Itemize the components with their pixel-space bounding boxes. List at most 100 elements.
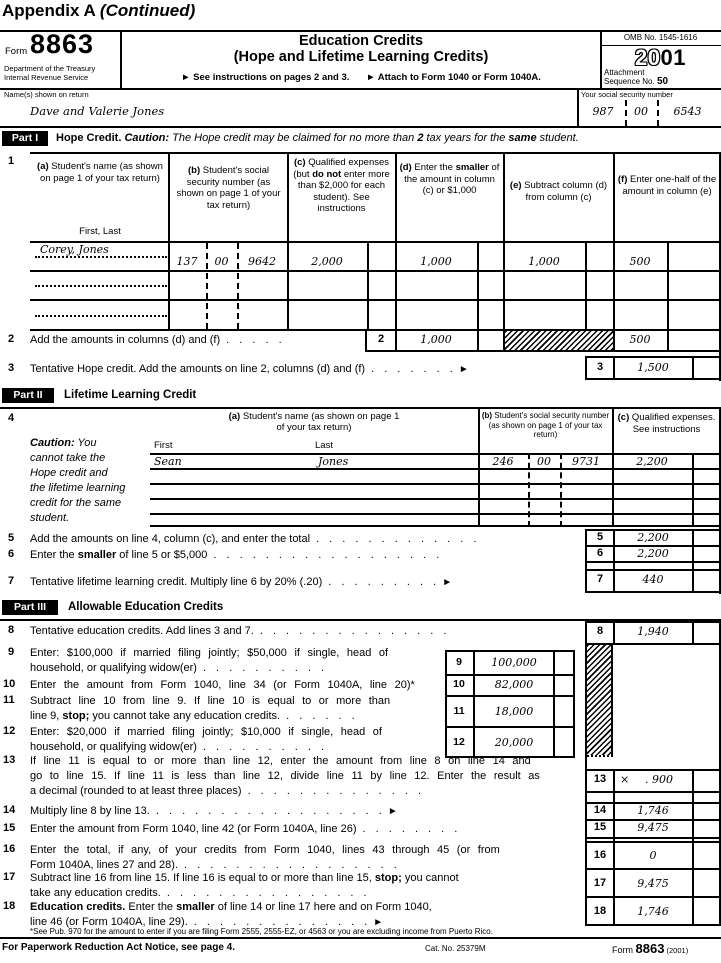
line15-amount[interactable]: 9,475 bbox=[637, 821, 669, 834]
line12-text2: household, or qualifying widow(er) bbox=[30, 741, 197, 753]
name-entry-line[interactable] bbox=[35, 256, 167, 258]
line2-amount-f[interactable]: 500 bbox=[629, 333, 651, 346]
col-b-letter: (b) bbox=[187, 165, 201, 176]
qualified-expenses-entry[interactable]: 2,000 bbox=[311, 255, 343, 268]
ll-expenses-entry[interactable]: 2,200 bbox=[636, 455, 668, 468]
line9-amount[interactable]: 100,000 bbox=[491, 656, 537, 669]
part2-col-a-text: Student's name (as shown on page 1 bbox=[240, 411, 400, 422]
line18-bold1: Education credits. bbox=[30, 901, 126, 913]
line3-amount[interactable]: 1,500 bbox=[637, 361, 669, 374]
line18-amount[interactable]: 1,746 bbox=[637, 905, 669, 918]
part2-caution: Caution: You cannot take the Hope credit… bbox=[30, 436, 160, 526]
subtract-entry[interactable]: 1,000 bbox=[528, 255, 560, 268]
col-e-letter: (e) bbox=[509, 180, 522, 191]
sequence-label: Sequence No. 50 bbox=[604, 77, 668, 87]
line6-number: 6 bbox=[8, 548, 15, 560]
name-entry-line[interactable] bbox=[35, 285, 167, 287]
rule bbox=[577, 88, 579, 128]
col-c-bold: do not bbox=[312, 168, 342, 180]
col-f-letter: (f) bbox=[617, 174, 628, 185]
rule bbox=[30, 270, 721, 272]
rule bbox=[585, 621, 721, 623]
line13-label-3: a decimal (rounded to at least three pla… bbox=[30, 784, 422, 799]
rule bbox=[473, 650, 475, 758]
part2-caution-l1: You bbox=[74, 437, 97, 449]
line6-label: Enter the smaller of line 5 or $5,000 . .… bbox=[30, 548, 440, 563]
dot-leader: . . . . . . . . . . . . . . . . bbox=[166, 887, 368, 899]
footer-form-number: 8863 bbox=[635, 941, 665, 956]
ssn-field-part1[interactable]: 987 bbox=[592, 105, 614, 118]
student-ssn-part1[interactable]: 137 bbox=[176, 255, 198, 268]
line17-stop-bold: stop; bbox=[374, 872, 402, 884]
line12-amount[interactable]: 20,000 bbox=[494, 736, 534, 749]
line6-text1: Enter the bbox=[30, 549, 78, 561]
rule bbox=[0, 126, 721, 128]
name-field[interactable]: Dave and Valerie Jones bbox=[30, 104, 165, 118]
footer-form-year: (2001) bbox=[664, 946, 689, 955]
rule bbox=[150, 498, 721, 500]
agency-line-1: Department of the Treasury bbox=[4, 64, 96, 73]
line9-label-2: household, or qualifying widow(er) . . . … bbox=[30, 661, 325, 676]
line10-amount[interactable]: 82,000 bbox=[494, 678, 534, 691]
line3-label: Tentative Hope credit. Add the amounts o… bbox=[30, 362, 469, 377]
student-ssn-part3[interactable]: 9642 bbox=[248, 255, 276, 268]
part2-col-b-text: Student's social security number (as sho… bbox=[488, 411, 610, 439]
part2-col-a-header2: of your tax return) bbox=[276, 422, 352, 433]
line11-label-1: Subtract line 10 from line 9. If line 10… bbox=[30, 695, 391, 707]
one-half-entry[interactable]: 500 bbox=[629, 255, 651, 268]
ll-student-first[interactable]: Sean bbox=[154, 455, 182, 468]
ll-student-last[interactable]: Jones bbox=[318, 455, 349, 468]
col-d-bold: smaller bbox=[455, 162, 489, 173]
rule bbox=[477, 243, 479, 329]
part2-caution-l3: Hope credit and bbox=[30, 467, 108, 479]
rule bbox=[0, 30, 721, 32]
appendix-heading-continued: (Continued) bbox=[99, 1, 196, 20]
col-f-text: Enter one-half of the amount in column (… bbox=[622, 174, 717, 197]
line11-amount[interactable]: 18,000 bbox=[494, 705, 534, 718]
dot-leader: . . . . . . . . . . . . . . . bbox=[259, 625, 448, 637]
dot-leader: . . . . . . . . . . . . . . bbox=[193, 916, 369, 928]
line4-number: 4 bbox=[8, 412, 15, 424]
part1-caution-text1: The Hope credit may be claimed for no mo… bbox=[172, 132, 418, 144]
student-name-entry[interactable]: Corey, Jones bbox=[40, 243, 109, 256]
ll-ssn-part2[interactable]: 00 bbox=[537, 455, 551, 468]
line16-amount[interactable]: 0 bbox=[649, 849, 657, 862]
line16-text2: Form 1040A, lines 27 and 28). bbox=[30, 859, 178, 871]
col-b-text: Student's social security number (as sho… bbox=[176, 165, 281, 211]
line13-decimal[interactable]: . 900 bbox=[645, 773, 673, 786]
smaller-amount-entry[interactable]: 1,000 bbox=[420, 255, 452, 268]
line2-amount-d[interactable]: 1,000 bbox=[420, 333, 452, 346]
line7-amount[interactable]: 440 bbox=[642, 573, 664, 586]
line8-amount[interactable]: 1,940 bbox=[637, 625, 669, 638]
line11-text2c: you cannot take any education credits. bbox=[89, 710, 281, 722]
ssn-label: Your social security number bbox=[581, 90, 673, 99]
line11-text2a: line 9, bbox=[30, 710, 63, 722]
rule bbox=[600, 45, 721, 46]
line17-text1a: Subtract line 16 from line 15. If line 1… bbox=[30, 872, 375, 884]
line13-times: × bbox=[620, 773, 630, 786]
rule bbox=[287, 152, 289, 329]
line5-amount[interactable]: 2,200 bbox=[637, 531, 669, 544]
line17-number: 17 bbox=[3, 871, 16, 883]
line14-amount[interactable]: 1,746 bbox=[637, 804, 669, 817]
col-a-header: (a) Student's name (as shown on page 1 o… bbox=[34, 161, 166, 184]
part2-caution-l5: credit for the same bbox=[30, 497, 122, 509]
student-ssn-part2[interactable]: 00 bbox=[214, 255, 229, 268]
ll-ssn-part1[interactable]: 246 bbox=[492, 455, 514, 468]
col-a-subheader: First, Last bbox=[79, 226, 121, 237]
ssn-field-part2[interactable]: 00 bbox=[634, 105, 648, 118]
ssn-field-part3[interactable]: 6543 bbox=[673, 105, 702, 118]
rule bbox=[445, 650, 447, 758]
rule bbox=[553, 650, 555, 758]
name-entry-line[interactable] bbox=[35, 315, 167, 317]
line6-amount[interactable]: 2,200 bbox=[637, 547, 669, 560]
col-d-text1: Enter the bbox=[411, 162, 456, 173]
footnote: *See Pub. 970 for the amount to enter if… bbox=[30, 927, 493, 936]
line17-amount[interactable]: 9,475 bbox=[637, 877, 669, 890]
sequence-number: 50 bbox=[656, 76, 669, 87]
line7-text: Tentative lifetime learning credit. Mult… bbox=[30, 576, 323, 588]
rule bbox=[692, 453, 694, 527]
tax-year-outline: 20 bbox=[635, 45, 661, 70]
line5-text: Add the amounts on line 4, column (c), a… bbox=[30, 533, 311, 545]
ll-ssn-part3[interactable]: 9731 bbox=[572, 455, 600, 468]
